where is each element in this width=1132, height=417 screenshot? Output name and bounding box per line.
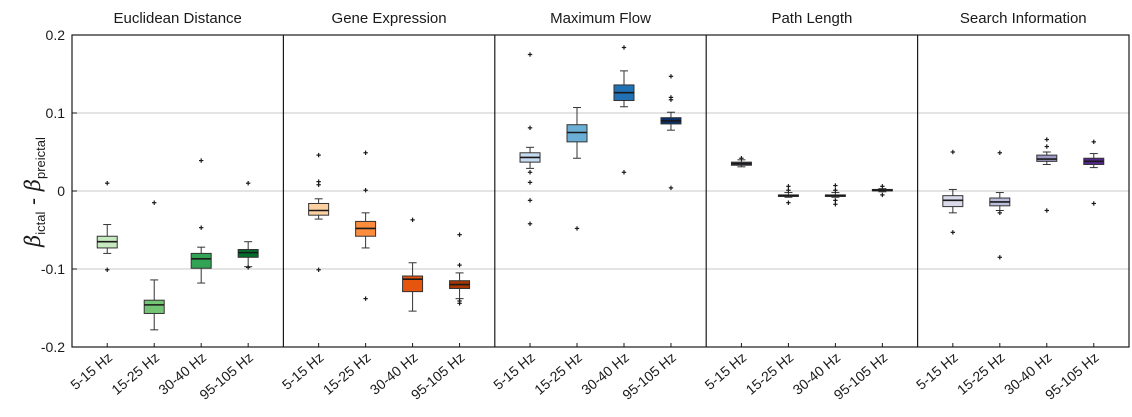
y-axis-label-beta: β <box>21 235 45 248</box>
outlier-marker <box>668 74 674 79</box>
outlier-marker <box>457 232 462 237</box>
outlier-marker <box>833 183 838 188</box>
x-tick-label: 15-25 Hz <box>320 349 374 398</box>
y-axis-label: βictal - βpreictal <box>21 137 48 248</box>
outlier-marker <box>833 188 838 193</box>
y-axis-label-beta-2: β <box>21 179 45 192</box>
box-iqr <box>190 252 212 269</box>
marks-layer <box>96 45 1105 331</box>
box-plot <box>96 181 118 272</box>
x-tick-label: 15-25 Hz <box>108 349 162 398</box>
y-axis-label-sub-ictal: ictal <box>33 212 48 235</box>
box-plot <box>871 184 893 198</box>
outlier-marker <box>152 200 157 205</box>
box-plot <box>190 158 212 284</box>
outlier-marker <box>105 181 110 186</box>
panel-title: Maximum Flow <box>550 10 651 27</box>
outlier-marker <box>1044 137 1049 142</box>
outlier-marker <box>527 170 533 175</box>
outlier-marker <box>880 192 885 198</box>
outlier-marker <box>786 184 791 189</box>
y-tick-label: -0.2 <box>41 339 65 355</box>
y-tick-label: 0.2 <box>46 27 66 43</box>
outlier-marker <box>668 185 674 191</box>
plot-frame <box>71 34 1130 348</box>
outlier-marker <box>1044 144 1049 149</box>
panel-title: Gene Expression <box>332 10 447 27</box>
outlier-marker <box>527 221 533 226</box>
box-plot <box>143 200 165 331</box>
outlier-marker <box>1091 201 1096 206</box>
box-plot <box>566 107 588 231</box>
box-plot <box>730 156 752 168</box>
x-tick-label: 15-25 Hz <box>531 349 585 398</box>
outlier-marker <box>997 210 1003 216</box>
outlier-marker <box>786 200 791 205</box>
outlier-marker <box>786 188 791 193</box>
box-plot <box>237 181 259 270</box>
y-axis-label-dash: - <box>21 191 45 211</box>
outlier-marker <box>950 149 956 155</box>
box-plot <box>824 183 846 207</box>
outlier-marker <box>1044 208 1049 213</box>
outlier-marker <box>527 125 533 131</box>
outlier-marker <box>833 198 838 203</box>
outlier-marker <box>739 156 744 161</box>
outlier-marker <box>621 45 627 50</box>
grid-layer <box>72 112 1129 270</box>
outlier-marker <box>363 188 368 193</box>
outlier-marker <box>198 225 204 230</box>
outlier-marker <box>316 267 321 272</box>
box-plot <box>1036 137 1058 213</box>
outlier-marker <box>105 267 110 272</box>
outlier-marker <box>621 170 627 175</box>
outlier-marker <box>527 180 533 185</box>
outlier-marker <box>880 184 885 189</box>
box-plot <box>1083 139 1105 206</box>
outlier-marker <box>245 181 251 186</box>
box-plot <box>402 217 424 312</box>
y-tick-label: -0.1 <box>41 261 65 277</box>
box-plot <box>308 152 330 272</box>
panel-title: Path Length <box>771 10 852 27</box>
outlier-marker <box>198 158 204 163</box>
outlier-marker <box>833 202 838 207</box>
box-plot <box>355 150 377 301</box>
outlier-marker <box>457 262 462 268</box>
outlier-marker <box>363 296 368 301</box>
y-tick-label: 0 <box>57 183 65 199</box>
box-plot <box>942 149 964 235</box>
x-tick-label: 15-25 Hz <box>954 349 1008 398</box>
outlier-marker <box>363 150 368 155</box>
outlier-marker <box>316 152 321 158</box>
outlier-marker <box>457 301 462 306</box>
y-tick-label: 0.1 <box>46 105 66 121</box>
box-plot <box>519 52 541 226</box>
axes-layer <box>71 34 1130 348</box>
panel-title: Euclidean Distance <box>113 10 241 27</box>
outlier-marker <box>950 230 956 235</box>
box-plot <box>449 232 471 306</box>
outlier-marker <box>574 226 580 231</box>
y-axis-label-sub-preictal: preictal <box>33 137 48 179</box>
outlier-marker <box>997 150 1003 155</box>
box-iqr <box>308 202 330 216</box>
outlier-marker <box>316 182 321 187</box>
outlier-marker <box>245 265 251 270</box>
outlier-marker <box>527 198 533 203</box>
outlier-marker <box>997 255 1003 260</box>
outlier-marker <box>410 217 415 223</box>
panel-title: Search Information <box>960 10 1087 27</box>
box-plot <box>777 184 799 205</box>
outlier-marker <box>668 97 674 102</box>
x-tick-label: 15-25 Hz <box>743 349 797 398</box>
box-iqr <box>143 299 165 314</box>
outlier-marker <box>527 52 533 57</box>
box-plot <box>660 74 682 191</box>
box-plot <box>613 45 635 175</box>
box-plot <box>989 150 1011 260</box>
outlier-marker <box>1091 139 1096 145</box>
